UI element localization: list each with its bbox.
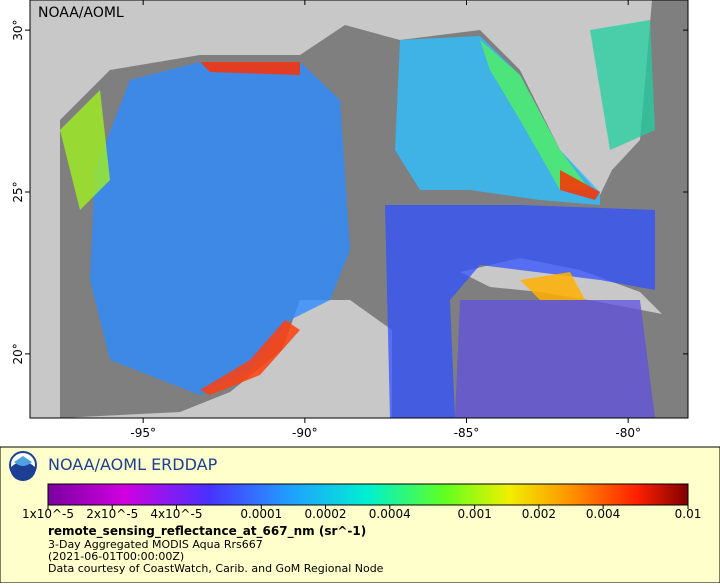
swath <box>385 205 655 418</box>
colorbar-tick-label: 0.01 <box>675 507 702 521</box>
swath <box>200 320 300 395</box>
swath <box>590 20 655 150</box>
colorbar <box>47 483 689 506</box>
x-tick-label: -90° <box>292 426 318 440</box>
colorbar-tick-label: 1x10^-5 <box>22 507 74 521</box>
colorbar-tick-label: 0.0001 <box>240 507 282 521</box>
map-frame <box>29 0 689 419</box>
noaa-logo <box>9 451 37 481</box>
info-line: (2021-06-01T00:00:00Z) <box>48 550 184 563</box>
x-tick-label: -80° <box>615 426 641 440</box>
watermark: NOAA/AOML <box>38 5 124 21</box>
info-line: 3-Day Aggregated MODIS Aqua Rrs667 <box>48 538 263 551</box>
swath <box>455 300 655 418</box>
x-tick-label: -85° <box>454 426 480 440</box>
swath <box>90 62 350 395</box>
colorbar-tick-label: 0.002 <box>522 507 556 521</box>
swath <box>520 272 585 300</box>
swath <box>60 90 110 210</box>
colorbar-tick-label: 0.001 <box>457 507 491 521</box>
variable-name: remote_sensing_reflectance_at_667_nm (sr… <box>48 524 366 539</box>
legend-panel <box>0 446 720 584</box>
map-image <box>30 0 688 418</box>
colorbar-tick-label: 4x10^-5 <box>150 507 202 521</box>
swath <box>480 40 590 190</box>
colorbar-tick-label: 0.0002 <box>305 507 347 521</box>
y-tick-label: 30° <box>11 19 25 40</box>
y-tick-label: 25° <box>11 181 25 202</box>
colorbar-tick-label: 0.004 <box>586 507 620 521</box>
info-line: Data courtesy of CoastWatch, Carib. and … <box>48 562 384 575</box>
swath <box>200 62 300 75</box>
swath <box>560 170 600 200</box>
x-tick-label: -95° <box>130 426 156 440</box>
colorbar-tick-label: 0.0004 <box>369 507 411 521</box>
y-tick-label: 20° <box>11 343 25 364</box>
legend-title: NOAA/AOML ERDDAP <box>48 455 218 474</box>
colorbar-tick-label: 2x10^-5 <box>86 507 138 521</box>
